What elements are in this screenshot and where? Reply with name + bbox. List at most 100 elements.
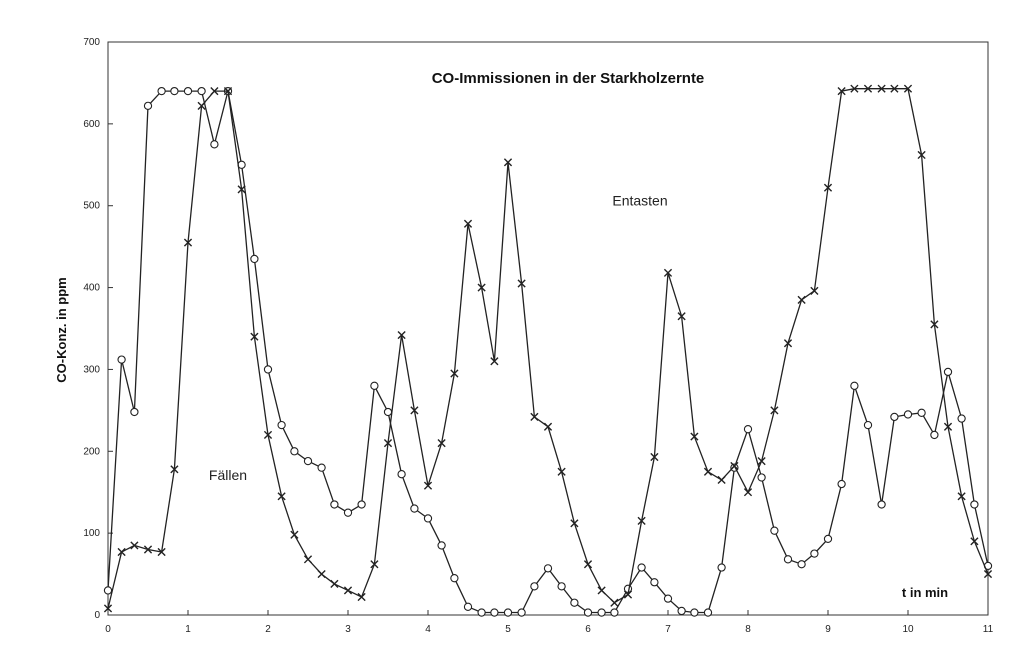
data-point xyxy=(943,422,953,431)
annotation-faellen: Fällen xyxy=(209,467,247,483)
data-point xyxy=(890,84,899,93)
data-point xyxy=(823,534,833,544)
data-point xyxy=(930,320,939,329)
data-point xyxy=(477,608,486,617)
data-point xyxy=(757,473,766,482)
data-point xyxy=(557,467,566,476)
data-point xyxy=(903,410,913,419)
data-point xyxy=(303,555,313,564)
data-point xyxy=(863,84,873,93)
x-tick-label: 9 xyxy=(825,624,831,635)
data-point xyxy=(930,430,939,440)
x-tick-label: 11 xyxy=(983,624,994,635)
data-point xyxy=(743,425,753,434)
data-point xyxy=(197,101,206,110)
data-point xyxy=(463,219,473,228)
data-point xyxy=(503,608,513,617)
x-tick-label: 1 xyxy=(185,624,191,635)
data-point xyxy=(837,479,846,489)
data-point xyxy=(423,481,433,490)
data-point xyxy=(317,463,326,472)
chart-title: CO-Immissionen in der Starkholzernte xyxy=(432,70,705,87)
y-tick-label: 300 xyxy=(83,364,100,375)
data-point xyxy=(423,514,433,523)
data-point xyxy=(650,452,659,462)
data-point xyxy=(290,530,299,539)
data-point xyxy=(837,87,846,96)
series-circle xyxy=(103,86,993,617)
y-tick-label: 0 xyxy=(94,610,100,621)
data-point xyxy=(623,590,633,599)
data-point xyxy=(730,461,739,471)
data-point xyxy=(543,422,553,431)
x-tick-label: 2 xyxy=(265,624,271,635)
data-point xyxy=(957,414,966,423)
data-point xyxy=(410,504,419,513)
data-point xyxy=(330,579,339,588)
data-point xyxy=(343,508,353,517)
data-point xyxy=(717,563,726,572)
data-point xyxy=(370,560,379,569)
x-axis-label: t in min xyxy=(902,585,948,600)
data-point xyxy=(237,185,246,194)
data-point xyxy=(890,412,899,422)
data-point xyxy=(183,238,193,247)
data-point xyxy=(770,406,779,415)
data-point xyxy=(530,582,539,591)
data-point xyxy=(143,545,153,554)
data-point xyxy=(637,563,646,572)
data-point xyxy=(477,283,486,292)
data-point xyxy=(517,279,526,288)
data-point xyxy=(437,541,446,550)
data-point xyxy=(223,87,233,96)
data-point xyxy=(983,569,993,579)
data-point xyxy=(970,500,979,509)
data-point xyxy=(610,608,619,617)
data-point xyxy=(490,357,499,366)
y-tick-label: 700 xyxy=(83,37,100,48)
y-tick-label: 200 xyxy=(83,446,100,457)
data-point xyxy=(677,606,686,616)
data-point xyxy=(717,475,726,485)
data-point xyxy=(597,586,606,595)
data-point xyxy=(170,465,179,474)
data-point xyxy=(170,86,179,96)
data-point xyxy=(463,602,473,611)
data-point xyxy=(117,547,126,557)
data-point xyxy=(357,592,366,602)
y-axis-ticks: 0 100 200 300 400 500 600 700 xyxy=(83,37,113,621)
data-point xyxy=(797,295,806,304)
data-point xyxy=(277,492,286,501)
data-point xyxy=(277,420,286,430)
data-point xyxy=(610,598,619,607)
data-point xyxy=(263,365,273,374)
data-point xyxy=(303,456,313,466)
data-point xyxy=(183,86,193,96)
data-point xyxy=(850,381,859,390)
data-point xyxy=(210,140,219,149)
data-point xyxy=(490,608,499,617)
x-tick-label: 7 xyxy=(665,624,671,635)
data-point xyxy=(743,488,753,497)
data-point xyxy=(757,457,766,466)
data-point xyxy=(583,560,593,569)
series-cross xyxy=(103,84,993,613)
plot-frame xyxy=(107,41,989,616)
data-point xyxy=(250,254,259,264)
data-point xyxy=(330,500,339,509)
data-point xyxy=(877,500,886,509)
data-point xyxy=(290,447,299,456)
data-point xyxy=(650,578,659,587)
data-point xyxy=(677,312,686,321)
data-point xyxy=(517,608,526,617)
x-tick-label: 4 xyxy=(425,624,431,635)
data-point xyxy=(637,516,646,525)
x-tick-label: 5 xyxy=(505,624,511,635)
data-point xyxy=(663,268,673,277)
x-tick-label: 10 xyxy=(902,624,914,635)
data-point xyxy=(917,408,926,417)
data-point xyxy=(130,407,139,417)
data-point xyxy=(810,286,819,295)
data-point xyxy=(703,608,713,617)
